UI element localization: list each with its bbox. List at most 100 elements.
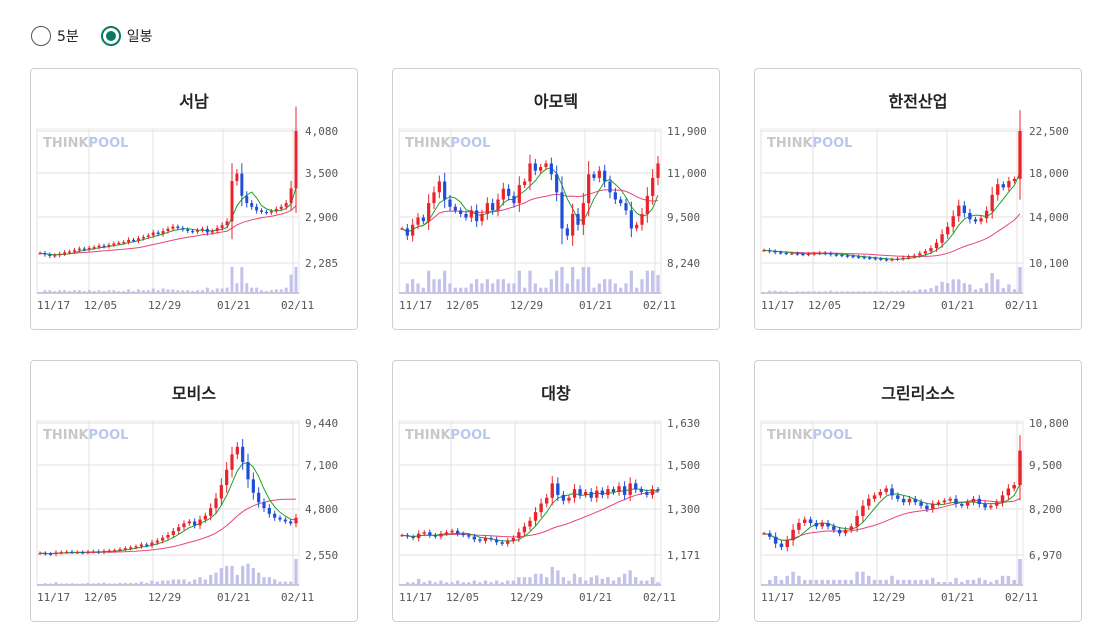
candle-body <box>166 534 170 538</box>
stock-card[interactable]: 대창 THINKPOOL 1,630 1,500 1,300 1,171 11/17 12/… <box>392 360 720 622</box>
x-tick-label: 12/05 <box>808 591 841 604</box>
candle-body <box>934 242 939 249</box>
volume-bar <box>960 581 964 585</box>
volume-bar <box>595 575 599 585</box>
candle-body <box>405 228 409 236</box>
y-tick-label: 2,550 <box>305 549 338 562</box>
radio-circle[interactable] <box>31 26 51 46</box>
volume-bar <box>448 283 452 293</box>
candle-body <box>82 248 86 250</box>
radio-5min[interactable]: 5분 <box>31 26 79 46</box>
volume-bar <box>455 580 460 585</box>
candle-body <box>411 536 415 539</box>
candle-body <box>645 492 649 495</box>
watermark: THINKPOOL <box>405 428 490 443</box>
stock-title: 서남 <box>179 92 209 111</box>
candle-body <box>528 163 532 182</box>
candle-body <box>58 253 62 256</box>
candle-body <box>511 538 515 541</box>
volume-bar <box>907 290 911 293</box>
candle-body <box>814 522 819 527</box>
candle-body <box>215 228 219 232</box>
candle-body <box>289 188 293 204</box>
volume-bar <box>925 579 929 585</box>
candle-body <box>533 512 538 521</box>
candle-body <box>879 258 883 260</box>
volume-bar <box>472 580 477 585</box>
volume-bar <box>225 565 229 585</box>
candle-body <box>416 217 420 225</box>
candle-body <box>400 228 404 230</box>
y-tick-label: 10,100 <box>1029 257 1069 270</box>
stock-chart: THINKPOOL 10,800 9,500 8,200 6,970 11/17 12/05… <box>760 417 1069 604</box>
candle-body <box>134 546 138 548</box>
stock-card[interactable]: 한전산업 THINKPOOL 22,500 18,000 14,000 10,100 11… <box>754 68 1082 330</box>
volume-bar <box>122 291 126 293</box>
volume-bar <box>583 580 588 585</box>
y-tick-label: 11,000 <box>667 167 707 180</box>
candle-body <box>489 538 493 540</box>
volume-bar <box>656 274 660 293</box>
volume-bar <box>567 580 571 585</box>
volume-bar <box>965 579 970 585</box>
candle-body <box>549 163 553 175</box>
watermark: THINKPOOL <box>767 428 852 443</box>
candle-body <box>177 527 181 532</box>
candle-body <box>925 505 929 510</box>
volume-bar <box>957 279 961 293</box>
volume-bar <box>230 565 234 585</box>
volume-bar <box>808 579 813 585</box>
volume-bar <box>767 290 772 293</box>
volume-bar <box>861 571 865 585</box>
volume-bar <box>517 577 521 585</box>
candle-body <box>779 543 784 548</box>
volume-bar <box>873 291 877 293</box>
y-tick-label: 8,240 <box>667 257 700 270</box>
stock-card[interactable]: 아모텍 THINKPOOL 11,900 11,000 9,500 8,240 11/17… <box>392 68 720 330</box>
volume-bar <box>936 581 941 585</box>
candle-body <box>884 259 889 261</box>
volume-bar <box>123 582 127 585</box>
candle-body <box>801 253 805 256</box>
candle-body <box>979 218 983 222</box>
candle-body <box>994 502 999 506</box>
y-tick-label: 1,500 <box>667 459 700 472</box>
y-tick-label: 9,440 <box>305 417 338 430</box>
volume-bar <box>872 579 877 585</box>
volume-bar <box>656 582 660 585</box>
candle-body <box>220 225 224 229</box>
candle-body <box>779 252 783 254</box>
candle-body <box>428 532 432 536</box>
x-tick-label: 12/29 <box>510 299 543 312</box>
volume-bar <box>156 290 160 293</box>
volume-bar <box>576 279 580 293</box>
volume-bar <box>550 566 554 585</box>
volume-bar <box>161 580 165 585</box>
candle-body <box>433 535 438 537</box>
x-tick-label: 02/11 <box>643 591 676 604</box>
x-tick-label: 01/21 <box>941 591 974 604</box>
candle-body <box>823 252 827 255</box>
radio-circle[interactable] <box>100 26 121 46</box>
candle-body <box>72 250 76 252</box>
volume-bar <box>940 281 944 293</box>
volume-bar <box>225 287 229 293</box>
volume-bar <box>53 291 57 293</box>
volume-bar <box>196 290 200 293</box>
candle-body <box>784 252 788 255</box>
volume-bar <box>606 577 610 585</box>
volume-bar <box>845 291 850 293</box>
candle-body <box>87 247 91 250</box>
stock-card[interactable]: 그린리소스 THINKPOOL 10,800 9,500 8,200 6,970 11/1… <box>754 360 1082 622</box>
stock-card[interactable]: 서남 THINKPOOL 4,080 3,500 2,900 2,285 11/17 12/… <box>30 68 358 330</box>
volume-bar <box>433 582 438 585</box>
candle-body <box>145 544 149 546</box>
candle-body <box>820 522 824 527</box>
volume-bar <box>812 291 816 293</box>
volume-bar <box>506 580 510 585</box>
x-tick-label: 12/29 <box>148 299 181 312</box>
candle-body <box>53 255 57 257</box>
radio-daily[interactable]: 일봉 <box>100 26 153 46</box>
candle-body <box>919 502 923 506</box>
stock-card[interactable]: 모비스 THINKPOOL 9,440 7,100 4,800 2,550 11/17 12… <box>30 360 358 622</box>
